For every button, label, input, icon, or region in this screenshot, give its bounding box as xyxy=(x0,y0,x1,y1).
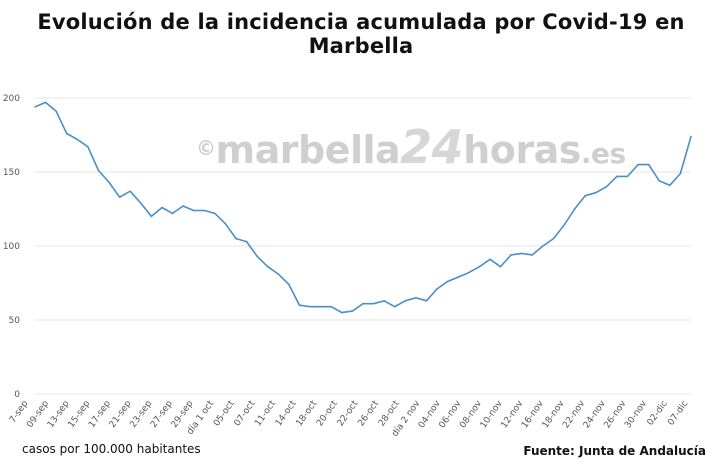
watermark-copyright: © xyxy=(196,136,216,160)
data-point xyxy=(351,310,354,312)
data-point xyxy=(65,132,68,135)
data-point xyxy=(256,255,258,258)
data-point xyxy=(626,175,629,178)
units-note: casos por 100.000 habitantes xyxy=(22,442,201,456)
x-tick-label: 30-nov xyxy=(623,398,649,430)
y-tick-label: 0 xyxy=(14,390,20,400)
data-point xyxy=(658,180,661,182)
y-tick-label: 150 xyxy=(3,168,20,178)
data-point xyxy=(34,106,36,108)
data-point xyxy=(76,138,79,141)
data-point xyxy=(298,304,301,307)
watermark-text-2: 24 xyxy=(400,120,464,174)
data-point xyxy=(404,299,407,302)
data-point xyxy=(235,237,237,240)
data-point xyxy=(266,265,269,268)
data-point xyxy=(584,194,586,197)
data-point xyxy=(44,101,47,104)
data-point xyxy=(679,172,682,175)
data-point xyxy=(605,186,608,188)
y-tick-label: 200 xyxy=(3,94,20,104)
data-point xyxy=(563,224,565,227)
data-point xyxy=(510,254,512,256)
data-point xyxy=(140,202,142,204)
data-point xyxy=(245,240,248,243)
data-point xyxy=(573,208,576,210)
data-point xyxy=(425,299,428,302)
watermark-logo: ©marbella24horas.es xyxy=(196,120,626,174)
data-point xyxy=(309,305,311,308)
data-point xyxy=(594,191,597,194)
data-point xyxy=(690,135,692,138)
data-point xyxy=(171,212,174,215)
data-point xyxy=(214,212,216,215)
data-point xyxy=(224,223,227,225)
chart-title: Evolución de la incidencia acumulada por… xyxy=(37,10,685,58)
data-point xyxy=(55,110,57,113)
data-point xyxy=(669,184,671,187)
data-point xyxy=(542,245,544,247)
y-tick-label: 100 xyxy=(3,242,20,252)
data-point xyxy=(520,252,523,255)
data-point xyxy=(288,283,290,286)
series-line xyxy=(34,101,692,314)
watermark-text-1: marbella xyxy=(215,128,401,172)
data-point xyxy=(118,196,121,198)
data-point xyxy=(319,305,322,308)
data-point xyxy=(616,175,618,178)
data-point xyxy=(468,271,470,274)
data-point xyxy=(330,305,333,308)
data-point xyxy=(182,205,184,207)
data-point xyxy=(150,215,153,218)
data-point xyxy=(415,297,417,299)
data-point xyxy=(637,163,639,166)
data-point xyxy=(341,311,343,314)
watermark-text-4: .es xyxy=(580,137,626,170)
x-tick-label: 02-dic xyxy=(646,399,670,428)
data-point xyxy=(87,146,89,148)
x-tick-label: 07-dic xyxy=(666,399,690,428)
source-note: Fuente: Junta de Andalucía xyxy=(523,444,706,458)
data-point xyxy=(192,209,195,212)
y-tick-label: 50 xyxy=(9,316,21,326)
data-point xyxy=(446,280,449,283)
data-point xyxy=(129,190,132,193)
data-point xyxy=(372,302,375,305)
data-point xyxy=(531,254,534,256)
data-point xyxy=(97,169,100,172)
data-point xyxy=(277,273,280,275)
data-point xyxy=(161,206,163,209)
data-point xyxy=(552,237,555,240)
data-point xyxy=(457,276,460,278)
watermark-text-3: horas xyxy=(463,128,581,172)
data-point xyxy=(436,288,438,290)
data-point xyxy=(499,265,502,268)
data-point xyxy=(362,302,364,305)
data-point xyxy=(393,305,396,308)
data-point xyxy=(478,265,481,268)
data-point xyxy=(108,181,110,184)
data-point xyxy=(489,258,491,261)
data-point xyxy=(383,299,385,302)
data-point xyxy=(647,163,650,166)
data-point xyxy=(203,209,206,212)
